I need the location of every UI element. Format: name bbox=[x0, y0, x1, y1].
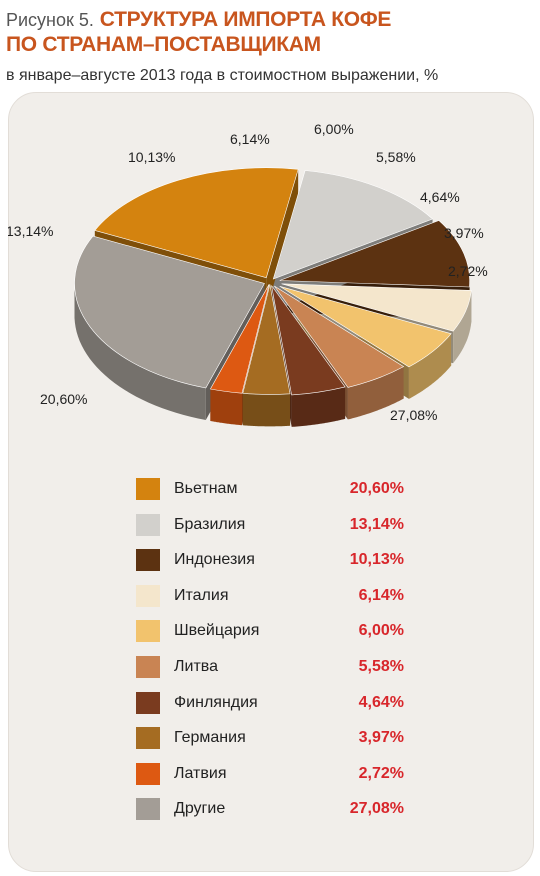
legend-swatch bbox=[136, 549, 160, 572]
legend-swatch bbox=[136, 513, 160, 536]
legend-value: 13,14% bbox=[349, 515, 404, 533]
pie-label-Литва: 5,58% bbox=[376, 149, 416, 165]
legend-swatch bbox=[136, 478, 160, 500]
legend-value: 20,60% bbox=[349, 480, 404, 497]
legend-label: Швейцария bbox=[174, 622, 260, 640]
pie-side-5-0 bbox=[347, 366, 404, 420]
figure-label: Рисунок 5. bbox=[6, 10, 94, 30]
pie-side-9-0 bbox=[74, 286, 206, 420]
legend-value: 10,13% bbox=[349, 551, 404, 569]
legend-swatch bbox=[136, 656, 160, 678]
pie-side-4-0 bbox=[408, 333, 452, 399]
pie-slice-Германия bbox=[242, 284, 291, 395]
pie-slice-Бразилия bbox=[272, 170, 434, 280]
pie-chart: 27,08% 20,60% 13,14% 10,13% 6,14% 6,00% 5,58% 4… bbox=[8, 121, 488, 427]
legend-label: Другие bbox=[174, 800, 226, 818]
pie-slice-Вьетнам bbox=[94, 167, 299, 279]
legend-label: Италия bbox=[174, 586, 229, 604]
chart-title-line-1: СТРУКТУРА ИМПОРТА КОФЕ bbox=[99, 8, 392, 31]
legend-value: 3,97% bbox=[358, 729, 404, 747]
legend-swatch bbox=[136, 620, 160, 643]
legend-label: Германия bbox=[174, 729, 246, 747]
legend-item: Другие 27,08% bbox=[136, 798, 436, 821]
legend-item: Финляндия 4,64% bbox=[136, 691, 436, 714]
pie-slice-Финляндия bbox=[271, 285, 346, 396]
legend-item: Латвия 2,72% bbox=[136, 762, 436, 785]
chart-header: Рисунок 5. СТРУКТУРА ИМПОРТА КОФЕ ПО СТР… bbox=[6, 8, 536, 58]
legend-swatch bbox=[136, 691, 160, 714]
legend-swatch bbox=[136, 762, 160, 785]
legend-value: 27,08% bbox=[349, 800, 404, 818]
pie-label-Финляндия: 4,64% bbox=[420, 189, 460, 205]
legend-value: 6,00% bbox=[358, 622, 404, 640]
legend-item: Индонезия 10,13% bbox=[136, 549, 436, 572]
pie-side-6-0 bbox=[291, 386, 346, 427]
pie-side-7-0 bbox=[242, 393, 291, 427]
legend-item: Бразилия 13,14% bbox=[136, 513, 436, 536]
pie-label-Латвия: 2,72% bbox=[448, 263, 488, 279]
pie-slice-Латвия bbox=[209, 284, 270, 394]
header-line-1: Рисунок 5. СТРУКТУРА ИМПОРТА КОФЕ bbox=[6, 8, 536, 32]
chart-title-line-2: ПО СТРАНАМ–ПОСТАВЩИКАМ bbox=[6, 33, 321, 56]
legend-swatch bbox=[136, 798, 160, 821]
pie-slice-Другие bbox=[74, 235, 265, 389]
legend-label: Бразилия bbox=[174, 515, 246, 533]
pie-label-Италия: 6,14% bbox=[230, 131, 270, 147]
legend-value: 5,58% bbox=[358, 658, 404, 675]
legend-value: 2,72% bbox=[358, 764, 404, 782]
legend-label: Вьетнам bbox=[174, 480, 238, 497]
legend-swatch bbox=[136, 584, 160, 607]
legend-value: 6,14% bbox=[358, 586, 404, 604]
pie-label-Германия: 3,97% bbox=[444, 225, 484, 241]
legend-item: Вьетнам 20,60% bbox=[136, 478, 436, 500]
pie-slice-Индонезия bbox=[279, 220, 470, 288]
legend-label: Литва bbox=[174, 658, 218, 675]
pie-label-Швейцария: 6,00% bbox=[314, 121, 354, 137]
pie-slice-Италия bbox=[281, 283, 472, 332]
chart-subtitle: в январе–августе 2013 года в стоимостном… bbox=[6, 67, 439, 84]
legend-item: Италия 6,14% bbox=[136, 584, 436, 607]
legend-value: 4,64% bbox=[358, 693, 404, 711]
legend-label: Латвия bbox=[174, 764, 227, 782]
pie-label-Бразилия: 13,14% bbox=[8, 223, 53, 239]
pie-label-Индонезия: 10,13% bbox=[128, 149, 175, 165]
legend-label: Финляндия bbox=[174, 693, 258, 711]
pie-label-Вьетнам: 20,60% bbox=[40, 391, 87, 407]
legend-item: Литва 5,58% bbox=[136, 656, 436, 678]
pie-slice-Литва bbox=[274, 285, 405, 388]
legend-label: Индонезия bbox=[174, 551, 255, 569]
pie-slice-Швейцария bbox=[279, 286, 452, 368]
legend-swatch bbox=[136, 727, 160, 750]
legend-item: Германия 3,97% bbox=[136, 727, 436, 750]
pie-side-8-0 bbox=[210, 389, 242, 426]
legend-item: Швейцария 6,00% bbox=[136, 620, 436, 643]
pie-label-Другие: 27,08% bbox=[390, 407, 437, 423]
